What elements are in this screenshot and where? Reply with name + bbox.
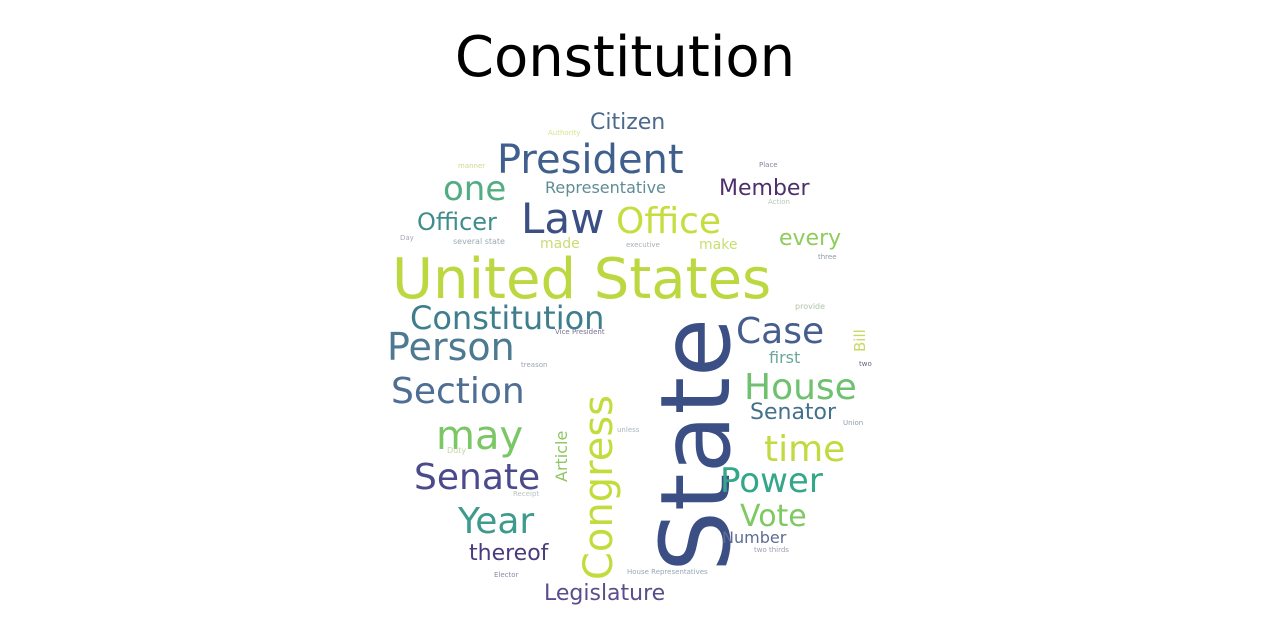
word-law: Law [521, 194, 605, 243]
word-thereof: thereof [469, 541, 549, 566]
word-treason: treason [521, 361, 548, 369]
word-article: Article [552, 430, 571, 482]
word-year: Year [458, 501, 535, 542]
word-senate: Senate [414, 457, 541, 498]
word-make: make [699, 237, 738, 253]
word-one: one [443, 169, 507, 209]
word-manner: manner [458, 162, 486, 170]
word-united-states: United States [392, 247, 772, 312]
word-executive: executive [626, 241, 660, 249]
word-office: Office [616, 201, 722, 242]
word-two: two [859, 360, 872, 368]
word-person: Person [387, 325, 515, 369]
word-time: time [764, 429, 846, 470]
word-power: Power [720, 461, 823, 501]
chart-title: Constitution [454, 25, 796, 90]
word-union: Union [843, 419, 864, 427]
word-may: may [436, 413, 524, 459]
word-house: House [744, 367, 857, 408]
word-day: Day [400, 234, 414, 242]
word-congress: Congress [576, 395, 622, 580]
word-vice-president: Vice President [555, 328, 605, 336]
word-provide: provide [795, 302, 826, 311]
word-case: Case [736, 311, 825, 352]
word-number: Number [722, 528, 787, 547]
word-president: President [497, 137, 684, 183]
word-receipt: Receipt [513, 490, 540, 498]
word-vote: Vote [740, 499, 807, 534]
word-two-thirds: two thirds [754, 546, 789, 554]
word-representative: Representative [545, 178, 666, 197]
word-section: Section [391, 371, 525, 412]
word-every: every [779, 226, 842, 251]
word-duty: Duty [447, 446, 467, 455]
word-constitution: Constitution [410, 299, 605, 337]
word-made: made [540, 236, 580, 252]
word-member: Member [719, 176, 810, 201]
word-several-state: several state [453, 237, 505, 246]
word-officer: Officer [417, 208, 497, 236]
word-first: first [769, 348, 801, 367]
word-elector: Elector [494, 571, 519, 579]
word-senator: Senator [750, 400, 837, 425]
word-action: Action [768, 198, 790, 206]
word-citizen: Citizen [590, 110, 666, 135]
word-three: three [818, 253, 837, 261]
word-legislature: Legislature [544, 581, 666, 606]
word-place: Place [759, 161, 778, 169]
word-unless: unless [617, 426, 640, 434]
word-authority: Authority [548, 129, 581, 137]
word-bill: Bill [851, 329, 869, 352]
word-house-representatives: House Representatives [627, 568, 708, 576]
